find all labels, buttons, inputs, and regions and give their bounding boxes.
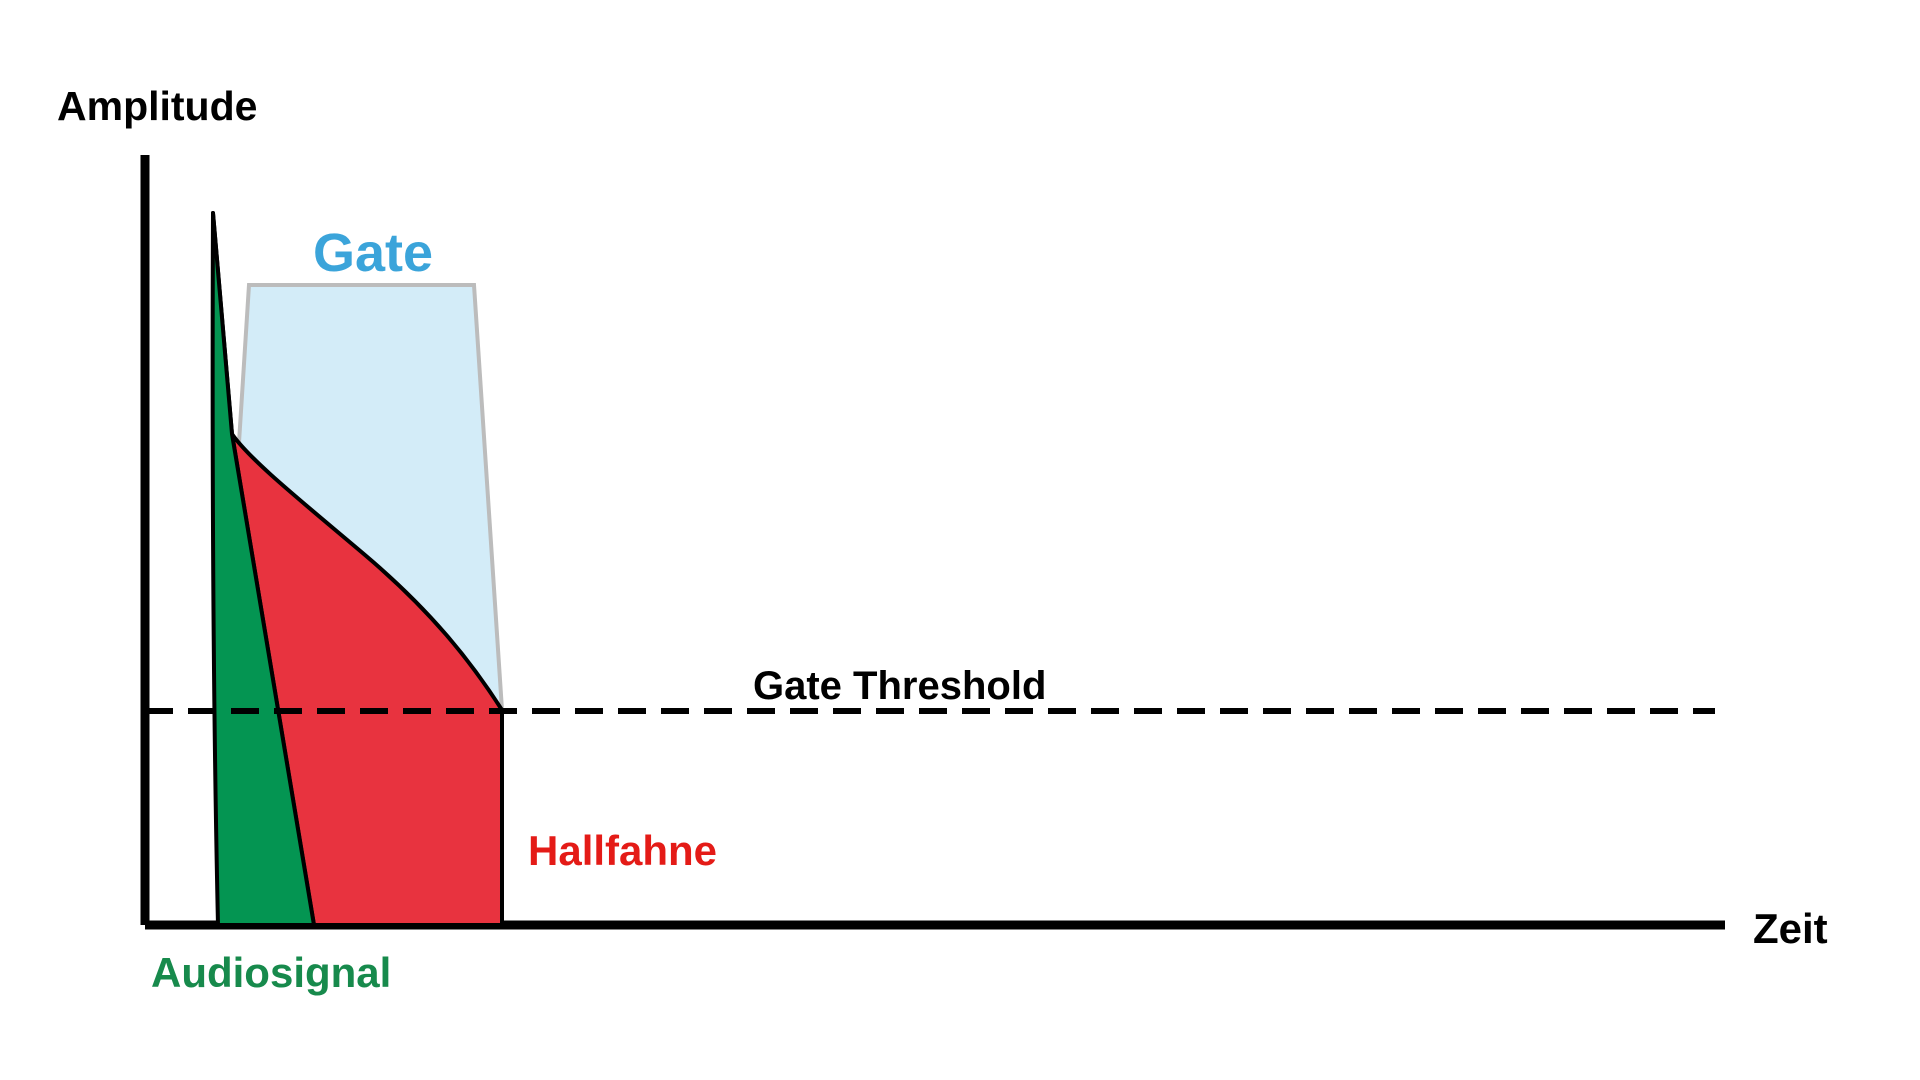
svg-text:Audiosignal: Audiosignal: [151, 949, 391, 996]
svg-text:Gate: Gate: [313, 223, 433, 283]
svg-text:Zeit: Zeit: [1753, 905, 1828, 952]
svg-text:Amplitude: Amplitude: [57, 83, 257, 129]
svg-text:Hallfahne: Hallfahne: [528, 827, 717, 874]
svg-text:Gate Threshold: Gate Threshold: [753, 664, 1046, 708]
